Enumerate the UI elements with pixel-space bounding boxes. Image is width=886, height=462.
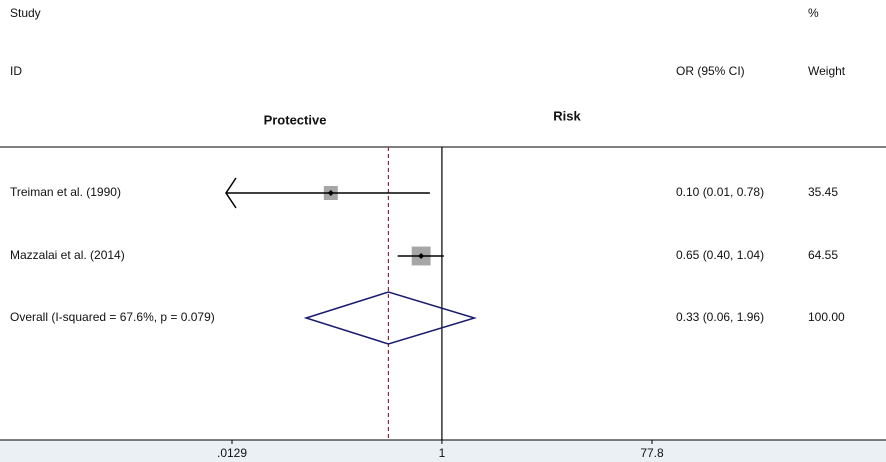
left-label: Protective [264,112,327,127]
overall-estimate: 0.33 (0.06, 1.96) [676,310,764,324]
header-study: Study [10,6,41,20]
x-tick-label: .0129 [217,446,247,460]
overall-weight: 100.00 [808,310,845,324]
study-estimate: 0.65 (0.40, 1.04) [676,248,764,262]
point-estimate [418,253,425,259]
header-weight: Weight [808,64,846,78]
study-weight: 35.45 [808,185,838,199]
overall-diamond [303,291,477,345]
header-estimate: OR (95% CI) [676,64,745,78]
point-estimate [327,190,334,196]
axis-band [0,440,886,462]
x-tick-label: 77.8 [640,446,664,460]
study-estimate: 0.10 (0.01, 0.78) [676,185,764,199]
study-name: Mazzalai et al. (2014) [10,248,125,262]
ci-arrow [225,177,237,209]
x-tick-label: 1 [439,446,446,460]
right-label: Risk [553,108,581,123]
header-id: ID [10,64,22,78]
overall-name: Overall (I-squared = 67.6%, p = 0.079) [10,310,215,324]
header-percent: % [808,6,819,20]
study-name: Treiman et al. (1990) [10,185,121,199]
study-weight: 64.55 [808,248,838,262]
